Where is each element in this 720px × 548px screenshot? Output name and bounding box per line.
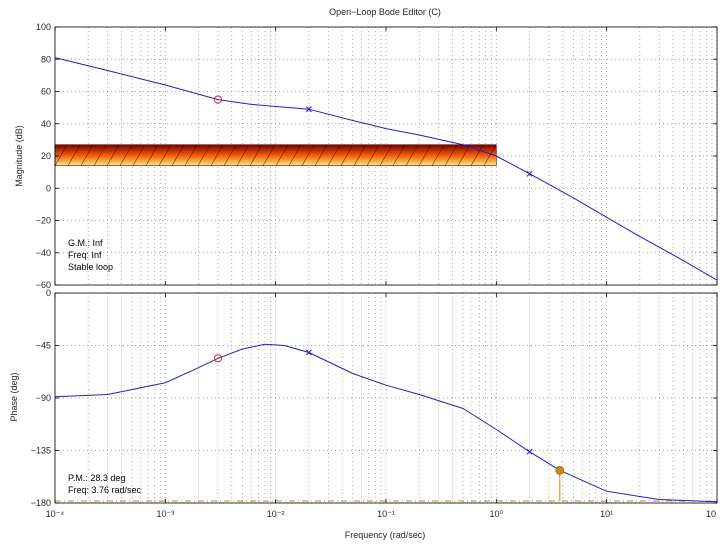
magnitude-panel[interactable]: −60 −40 −20 0 20 40 60 80 100 [36, 22, 718, 290]
y-tick-label: −135 [31, 446, 51, 456]
band-hatch [470, 144, 484, 166]
y-tick-label: 40 [41, 119, 51, 129]
design-constraint-band[interactable] [54, 144, 497, 166]
chart-title: Open−Loop Bode Editor (C) [329, 7, 441, 17]
band-hatch [262, 144, 276, 166]
y-tick-label: 80 [41, 54, 51, 64]
band-hatch [392, 144, 406, 166]
y-tick-label: 20 [41, 151, 51, 161]
y-tick-label: 0 [46, 183, 51, 193]
band-hatch [236, 144, 250, 166]
band-hatch [444, 144, 458, 166]
y-tick-label: −20 [36, 216, 51, 226]
band-hatch [158, 144, 172, 166]
band-hatch [379, 144, 393, 166]
y-tick-label: −60 [36, 280, 51, 290]
phase-axis-label: Phase (deg) [9, 372, 19, 421]
gain-margin-frequency-text: Freq: Inf [68, 250, 102, 260]
x-tick-label: 10⁻¹ [377, 509, 395, 519]
band-hatch [431, 144, 445, 166]
band-hatch [314, 144, 328, 166]
frequency-axis-label: Frequency (rad/sec) [345, 530, 426, 540]
gain-margin-text: G.M.: Inf [68, 238, 103, 248]
band-hatch [210, 144, 224, 166]
plant-pole-marker[interactable] [526, 448, 533, 455]
band-hatch [457, 144, 471, 166]
band-hatch [132, 144, 146, 166]
y-tick-label: −45 [36, 341, 51, 351]
band-hatch [353, 144, 367, 166]
plant-pole-marker[interactable] [305, 106, 312, 113]
band-hatch [145, 144, 159, 166]
band-hatch [405, 144, 419, 166]
y-tick-label: 60 [41, 87, 51, 97]
band-hatch [483, 144, 497, 166]
magnitude-axis-label: Magnitude (dB) [14, 125, 24, 187]
x-tick-label: 10¹ [600, 509, 613, 519]
stability-text: Stable loop [68, 262, 113, 272]
phase-margin-frequency-text: Freq: 3.76 rad/sec [68, 485, 142, 495]
band-hatch [340, 144, 354, 166]
band-hatch [171, 144, 185, 166]
plant-pole-marker[interactable] [526, 170, 533, 177]
y-tick-label: −40 [36, 248, 51, 258]
x-tick-label: 10⁻³ [156, 509, 174, 519]
band-hatch [67, 144, 81, 166]
x-tick-label: 10 [706, 509, 716, 519]
band-hatch [418, 144, 432, 166]
x-tick-label: 10⁻² [267, 509, 285, 519]
x-tick-label: 10⁻⁴ [46, 509, 65, 519]
y-tick-label: −90 [36, 393, 51, 403]
magnitude-response-line[interactable] [54, 57, 718, 281]
compensator-zero-marker[interactable] [213, 354, 223, 363]
phase-panel[interactable]: −180 −135 −90 −45 0 10⁻⁴ 10⁻³ 10⁻² 10⁻¹ 10⁰ 10¹ 10 [31, 288, 718, 519]
band-hatch [366, 144, 380, 166]
band-hatch [93, 144, 107, 166]
band-hatch [249, 144, 263, 166]
plant-pole-marker[interactable] [305, 349, 312, 356]
band-hatch [275, 144, 289, 166]
band-hatch [119, 144, 133, 166]
band-hatch [184, 144, 198, 166]
y-tick-label: 100 [36, 22, 51, 32]
compensator-zero-marker[interactable] [213, 95, 223, 104]
y-tick-label: 0 [46, 288, 51, 298]
band-hatch [327, 144, 341, 166]
band-hatch [197, 144, 211, 166]
phase-margin-text: P.M.: 28.3 deg [68, 473, 125, 483]
band-hatch [106, 144, 120, 166]
band-hatch [54, 144, 68, 166]
phase-margin-marker[interactable] [555, 466, 565, 475]
y-tick-label: −180 [31, 498, 51, 508]
band-hatch [223, 144, 237, 166]
band-hatch [80, 144, 94, 166]
x-tick-label: 10⁰ [490, 509, 504, 519]
band-hatch [288, 144, 302, 166]
band-hatch [301, 144, 315, 166]
